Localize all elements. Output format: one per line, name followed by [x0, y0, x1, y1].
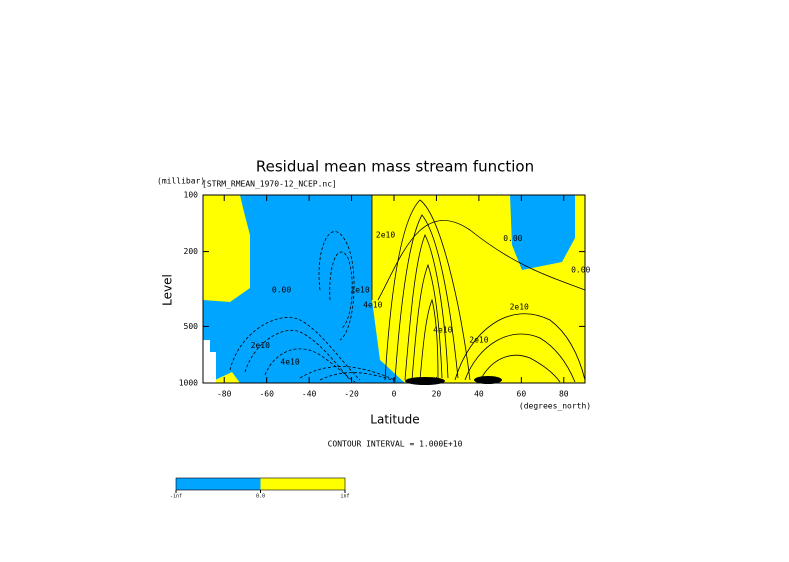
x-axis-label: Latitude	[370, 413, 419, 427]
colorbar-label: -inf	[170, 494, 182, 500]
missing-region	[203, 340, 216, 383]
colorbar-label: 0.0	[256, 494, 265, 500]
contour-label: 4e10	[363, 301, 382, 310]
dense-contours	[405, 377, 445, 385]
negative-region	[510, 195, 575, 270]
x-tick-label: 20	[432, 390, 442, 399]
x-tick-label: -60	[259, 390, 274, 399]
contour-label: 2e10	[350, 285, 369, 294]
y-tick-label: 100	[184, 191, 199, 200]
contour-label: 2e10	[510, 303, 529, 312]
contour-label: 0.00	[571, 265, 590, 274]
negative-region	[203, 195, 405, 383]
contour-label: 4e10	[280, 357, 299, 366]
y-tick-label: 200	[184, 247, 199, 256]
x-tick-label: 80	[559, 390, 569, 399]
contour-label: 4e10	[433, 326, 452, 335]
contour-label: 0.00	[503, 234, 522, 243]
colorbar: -inf 0.0 inf	[170, 477, 350, 500]
dense-contours	[474, 376, 502, 384]
chart-title: Residual mean mass stream function	[256, 158, 534, 176]
field	[203, 195, 586, 385]
x-tick-label: 0	[392, 390, 397, 399]
y-axis-label: Level	[161, 274, 175, 306]
contour-label: 2e10	[376, 230, 395, 239]
subtitle: [STRM_RMEAN_1970-12_NCEP.nc]	[202, 180, 337, 189]
colorbar-label: inf	[340, 494, 349, 500]
x-tick-label: 40	[474, 390, 484, 399]
positive-contours	[371, 195, 586, 383]
colorbar-swatch	[176, 478, 261, 490]
x-unit: (degrees_north)	[519, 402, 591, 411]
footer: CONTOUR INTERVAL = 1.000E+10	[328, 440, 463, 449]
x-tick-label: -20	[344, 390, 359, 399]
x-tick-label: -40	[302, 390, 317, 399]
colorbar-swatch	[260, 478, 345, 490]
negative-contours	[229, 231, 399, 383]
y-tick-label: 500	[184, 322, 199, 331]
x-tick-label: -80	[217, 390, 232, 399]
contour-label: 0.00	[272, 285, 291, 294]
y-tick-label: 1000	[179, 379, 198, 388]
contour-label: 2e10	[251, 341, 270, 350]
y-unit: (millibar)	[157, 177, 205, 186]
contour-label: 2e10	[469, 335, 488, 344]
x-tick-label: 60	[517, 390, 527, 399]
